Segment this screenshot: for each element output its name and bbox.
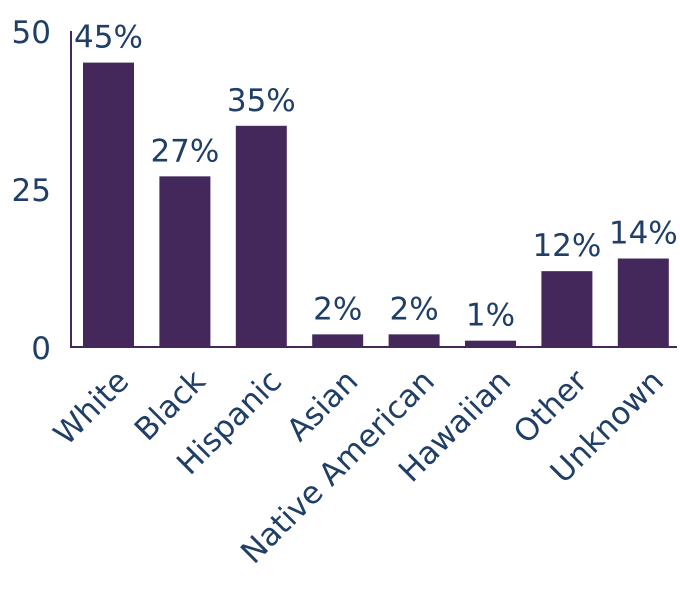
data-labels-group: 45% 27%35% 2% 2% 1% 12% 14% [74, 20, 678, 334]
x-tick-label-white: White [47, 363, 136, 452]
y-tick-label-25: 25 [12, 173, 51, 209]
bar-white [83, 62, 134, 347]
y-tick-label-0: 0 [31, 331, 51, 367]
bar-hawaiian [465, 340, 516, 347]
data-label-unknown: 14% [609, 216, 678, 252]
data-label-hawaiian: 1% [466, 298, 515, 334]
data-label-hispanic: 35% [227, 83, 296, 119]
bar-other [541, 271, 593, 347]
data-label-other: 12% [532, 228, 601, 264]
y-tick-label-50: 50 [12, 15, 51, 51]
bars-group [83, 62, 669, 347]
bar-hispanic [235, 125, 287, 347]
data-label-black: 27% [150, 133, 219, 169]
data-label-white: 45% [74, 20, 143, 56]
y-axis-ticks: 0 25 50 [12, 15, 51, 367]
bar-asian [312, 334, 364, 347]
bar-unknown [617, 258, 669, 347]
data-label-native-american: 2% [390, 291, 439, 327]
bar-black [159, 176, 211, 347]
bar-native-american [388, 334, 440, 347]
data-label-asian: 2% [313, 291, 362, 327]
